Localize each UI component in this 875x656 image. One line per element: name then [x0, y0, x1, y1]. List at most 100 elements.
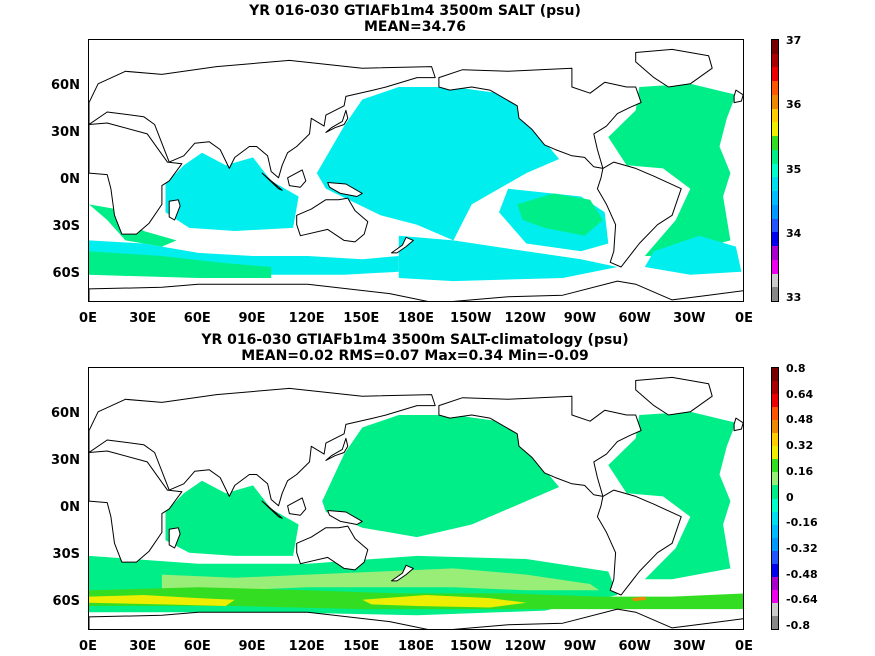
colorbar-tick-label: 0.64 [786, 387, 814, 401]
colorbar-swatch [772, 498, 778, 512]
longitude-tick-label: 30E [129, 639, 157, 654]
longitude-tick-label: 30E [129, 311, 157, 326]
longitude-tick-label: 60E [183, 639, 211, 654]
longitude-tick-label: 180E [397, 639, 435, 654]
colorbar-swatch [772, 615, 778, 629]
map-subtitle-top: MEAN=34.76 [363, 19, 467, 35]
africa-landmass [89, 122, 183, 235]
indian-ocean-fresh [165, 152, 299, 231]
colorbar-swatch [772, 367, 778, 382]
colorbar-swatch [772, 121, 778, 137]
colorbar-swatch [772, 602, 778, 616]
japan-landmass [325, 109, 349, 133]
atlantic-salty [608, 83, 736, 256]
colorbar-tick-label: 0.32 [786, 439, 814, 453]
madagascar-landmass [168, 527, 181, 549]
colorbar-swatch [772, 458, 778, 473]
colorbar-swatch [772, 432, 778, 447]
uk-landmass [733, 417, 743, 432]
salinity-map [88, 39, 744, 302]
colorbar-tick-label: -0.16 [786, 516, 818, 530]
longitude-tick-label: 90E [238, 311, 266, 326]
indian-diff [165, 480, 299, 556]
north-america-landmass [438, 67, 642, 169]
eurasia-landmass [89, 387, 436, 507]
s-atlantic-fresh [644, 235, 742, 275]
longitude-tick-label: 120E [288, 639, 325, 654]
colorbar-swatch [772, 406, 778, 421]
south-america-landmass [596, 489, 682, 596]
southern-pacific-fresh [398, 235, 618, 282]
acc-orange-spot [632, 596, 647, 602]
longitude-tick-label: 180E [397, 311, 435, 326]
longitude-tick-label: 150E [343, 639, 380, 654]
colorbar-swatch [772, 563, 778, 577]
japan-landmass [325, 437, 349, 461]
longitude-tick-label: 30W [673, 639, 706, 654]
colorbar-tick-label: 0.8 [786, 362, 806, 375]
madagascar-landmass [168, 199, 181, 221]
colorbar-tick-label: 36 [786, 98, 802, 112]
colorbar-tick-label: 35 [786, 162, 802, 176]
colorbar-swatch [772, 66, 778, 82]
latitude-tick-label: 60S [52, 593, 80, 609]
colorbar-bottom [771, 367, 779, 630]
eurasia-landmass [89, 59, 436, 179]
longitude-tick-label: 90E [238, 639, 266, 654]
colorbar-swatch [772, 286, 778, 301]
longitude-tick-label: 120W [504, 639, 547, 654]
north-america-landmass [438, 395, 642, 497]
sumatra-landmass [261, 500, 283, 519]
colorbar-swatch [772, 259, 778, 274]
new-zealand-landmass [391, 236, 414, 254]
colorbar-tick-label: -0.64 [786, 593, 818, 607]
colorbar-swatch [772, 576, 778, 590]
longitude-tick-label: 90W [563, 639, 597, 654]
colorbar-swatch [772, 190, 778, 205]
antarctica-landmass [89, 608, 743, 629]
acc-yellow-central [362, 595, 527, 608]
colorbar-swatch [772, 135, 778, 150]
map-title-bottom: YR 016-030 GTIAFb1m4 3500m SALT-climatol… [201, 332, 629, 348]
longitude-tick-label: 150W [449, 311, 492, 326]
colorbar-top [771, 39, 779, 302]
colorbar-swatch [772, 589, 778, 603]
borneo-landmass [287, 497, 307, 516]
colorbar-tick-label: -0.32 [786, 541, 818, 555]
colorbar-swatch [772, 245, 778, 260]
new-zealand-landmass [391, 564, 414, 582]
atlantic-diff [608, 411, 736, 580]
latitude-tick-label: 30N [51, 124, 80, 140]
colorbar-swatch [772, 163, 778, 178]
difference-map [88, 367, 744, 630]
longitude-tick-label: 150W [449, 639, 492, 654]
latitude-tick-label: 30N [51, 452, 80, 468]
colorbar-swatch [772, 149, 778, 164]
latitude-tick-label: 30S [52, 546, 80, 562]
sumatra-landmass [261, 172, 283, 191]
map-subtitle-bottom: MEAN=0.02 RMS=0.07 Max=0.34 Min=-0.09 [241, 348, 589, 364]
latitude-tick-label: 30S [52, 218, 80, 234]
colorbar-tick-label: -0.48 [786, 567, 818, 581]
colorbar-swatch [772, 484, 778, 499]
colorbar-tick-label: 33 [786, 291, 802, 304]
latitude-tick-label: 60N [51, 78, 80, 93]
greenland-landmass [635, 48, 713, 88]
colorbar-swatch [772, 176, 778, 192]
colorbar-swatch [772, 80, 778, 95]
longitude-tick-label: 30W [673, 311, 706, 326]
north-pacific-fresh [316, 87, 560, 241]
colorbar-swatch [772, 471, 778, 486]
longitude-tick-label: 90W [563, 311, 597, 326]
colorbar-swatch [772, 524, 778, 538]
longitude-tick-label: 60W [618, 639, 651, 654]
colorbar-swatch [772, 39, 778, 54]
acc-light-band [161, 568, 600, 591]
colorbar-swatch [772, 204, 778, 219]
colorbar-tick-label: 34 [786, 226, 802, 240]
latitude-tick-label: 0N [60, 171, 80, 187]
colorbar-swatch [772, 231, 778, 247]
north-pacific-diff [322, 415, 560, 538]
colorbar-swatch [772, 550, 778, 564]
longitude-tick-label: 0E [79, 639, 97, 654]
